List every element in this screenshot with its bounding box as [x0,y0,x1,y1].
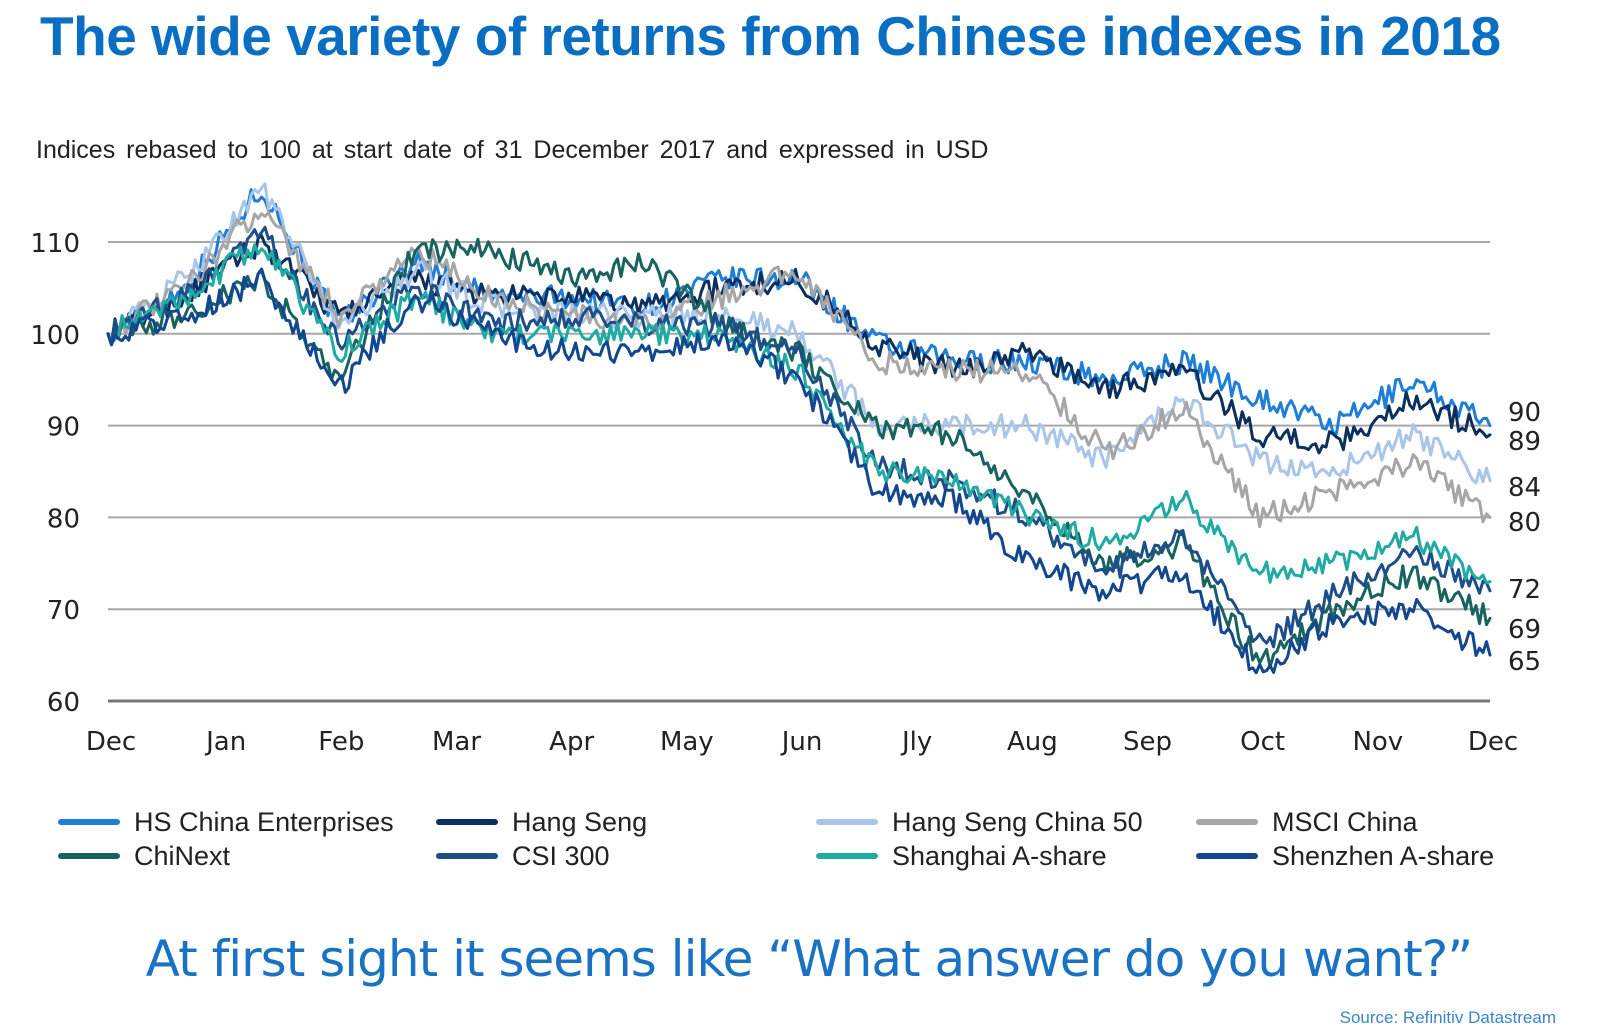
legend-item: HS China Enterprises [58,806,394,838]
legend-swatch [58,819,120,825]
x-tick-label: May [660,727,714,757]
series-lines [106,182,1492,675]
legend-label: ChiNext [134,840,231,871]
x-axis-ticks: Dec Jan Feb Mar Apr May Jun Jly Aug Sep Oct Nov Dec [86,727,1518,757]
series-line-msci-china [106,211,1492,529]
y-tick-label: 80 [47,504,80,534]
y-tick-label: 100 [30,321,80,351]
x-tick-label: Jan [204,727,246,757]
end-value-label: 90 [1508,398,1541,428]
end-value-label: 89 [1508,427,1541,457]
legend-swatch [436,853,498,859]
y-tick-label: 70 [47,596,80,626]
legend-label: Shenzhen A-share [1272,840,1495,871]
legend-item: Shanghai A-share [816,840,1107,872]
end-value-label: 69 [1508,615,1541,645]
x-tick-label: Feb [318,727,364,757]
x-tick-label: Jun [780,727,823,757]
line-chart: 60 70 80 90 100 110 Dec Jan Feb Mar Apr May Jun Jly A… [30,182,1541,757]
legend-item: ChiNext [58,840,230,872]
end-value-label: 84 [1508,473,1541,503]
legend-label: CSI 300 [512,840,610,871]
x-tick-label: Oct [1240,727,1285,757]
end-value-label: 72 [1508,575,1541,605]
legend-swatch [436,819,498,825]
legend-label: Shanghai A-share [892,840,1107,871]
legend-swatch [1196,819,1258,825]
chart-title: The wide variety of returns from Chinese… [40,5,1501,67]
legend-item: Hang Seng China 50 [816,806,1143,838]
x-tick-label: Dec [86,727,136,757]
x-tick-label: Sep [1123,727,1172,757]
legend-item: CSI 300 [436,840,610,872]
legend-swatch [816,853,878,859]
x-tick-label: Aug [1007,727,1058,757]
series-line-shenzhen-a-share [106,267,1492,675]
series-line-shanghai-a-share [106,243,1492,585]
legend-label: HS China Enterprises [134,806,394,837]
series-line-csi-300 [106,225,1492,649]
x-tick-label: Nov [1352,727,1403,757]
legend-item: Shenzhen A-share [1196,840,1494,872]
x-tick-label: Apr [549,727,594,757]
x-tick-label: Jly [900,727,932,757]
y-tick-label: 60 [47,688,80,718]
legend-item: MSCI China [1196,806,1418,838]
end-value-label: 65 [1508,647,1541,677]
x-tick-label: Mar [432,727,481,757]
legend-label: MSCI China [1272,806,1418,837]
y-tick-label: 110 [30,229,80,259]
end-value-label: 80 [1508,508,1541,538]
legend-swatch [1196,853,1258,859]
x-tick-label: Dec [1468,727,1518,757]
legend-label: Hang Seng [512,806,648,837]
y-axis-ticks: 60 70 80 90 100 110 [30,229,80,718]
series-line-hang-seng [106,234,1492,455]
tagline: At first sight it seems like “What answe… [145,930,1473,988]
source-note: Source: Refinitiv Datastream [1339,1008,1556,1027]
legend-item: Hang Seng [436,806,647,838]
legend-label: Hang Seng China 50 [892,806,1143,837]
y-tick-label: 90 [47,413,80,443]
legend-swatch [816,819,878,825]
legend-swatch [58,853,120,859]
chart-subtitle: Indices rebased to 100 at start date of … [36,136,989,164]
